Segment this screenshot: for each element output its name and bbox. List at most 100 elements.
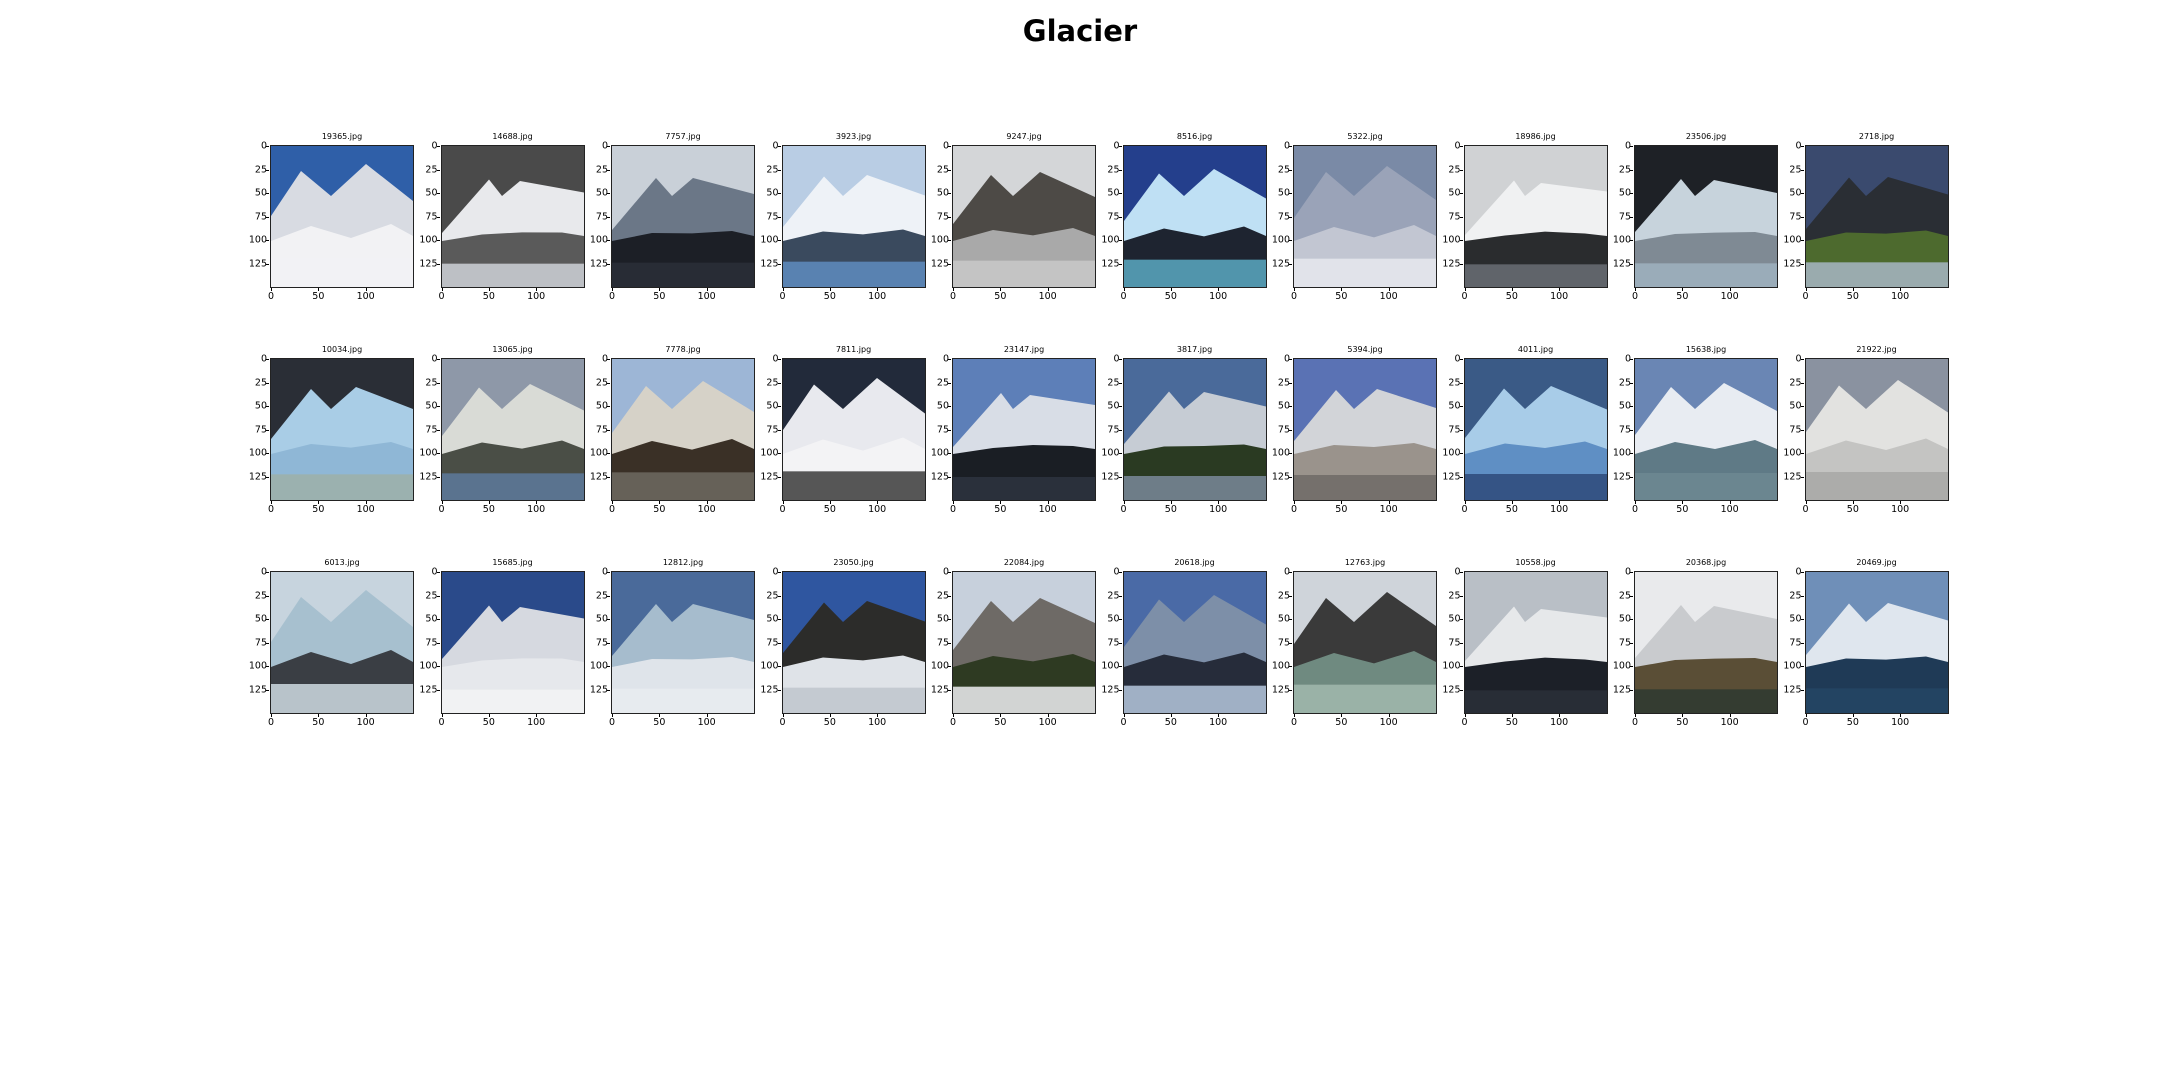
y-tick-mark <box>777 476 781 478</box>
x-tick-label: 0 <box>1802 504 1809 515</box>
panel-image <box>952 145 1096 288</box>
x-tick-label: 0 <box>608 717 616 728</box>
panel-title: 13065.jpg <box>492 345 533 354</box>
x-tick-mark <box>829 501 831 504</box>
y-tick-mark <box>948 666 951 667</box>
thumbnail-foreground <box>612 262 754 287</box>
panel-title: 5394.jpg <box>1347 345 1383 354</box>
y-tick-label: 0 <box>772 566 779 578</box>
x-tick-mark <box>1341 501 1343 504</box>
x-tick-label: 50 <box>312 504 325 515</box>
y-tick-label: 125 <box>1442 258 1461 269</box>
y-tick-label: 0 <box>431 353 438 365</box>
y-tick-mark <box>1630 193 1633 194</box>
y-tick-mark <box>1459 453 1463 454</box>
image-panel: 20368.jpg 0 25 50 75 100 125 0 50 100 <box>1613 558 1778 733</box>
y-tick-label: 50 <box>595 187 608 199</box>
y-tick-label: 75 <box>1107 424 1120 435</box>
y-tick-label: 25 <box>1789 164 1802 175</box>
y-tick-mark <box>607 146 610 147</box>
y-tick-mark <box>1289 382 1292 384</box>
x-tick-mark <box>365 288 367 291</box>
y-tick-label: 125 <box>1783 684 1802 695</box>
y-tick-label: 125 <box>1101 684 1120 695</box>
x-tick-label: 0 <box>1802 291 1809 302</box>
y-tick-label: 100 <box>589 234 608 246</box>
y-tick-mark <box>777 453 781 454</box>
y-tick-label: 25 <box>254 164 267 175</box>
x-tick-label: 100 <box>1038 504 1057 515</box>
x-tick-mark <box>1900 714 1902 717</box>
y-tick-mark <box>948 263 951 265</box>
x-tick-label: 100 <box>868 717 887 728</box>
y-tick-mark <box>1800 240 1804 241</box>
y-tick-label: 25 <box>595 590 608 601</box>
x-tick-label: 100 <box>1550 291 1569 302</box>
image-panel: 12812.jpg 0 25 50 75 100 125 0 50 100 <box>590 558 755 733</box>
y-tick-label: 0 <box>1795 566 1802 578</box>
y-tick-label: 75 <box>936 211 949 222</box>
y-tick-label: 100 <box>930 447 949 459</box>
y-tick-mark <box>1118 429 1122 431</box>
y-tick-label: 0 <box>260 566 267 578</box>
x-tick-mark <box>365 501 367 504</box>
x-tick-mark <box>1294 288 1295 291</box>
panel-title: 22084.jpg <box>1003 558 1045 567</box>
y-tick-mark <box>1289 193 1292 194</box>
y-tick-mark <box>436 263 440 265</box>
y-tick-label: 75 <box>425 637 438 648</box>
panel-image <box>1293 571 1437 714</box>
x-tick-mark <box>536 714 538 717</box>
thumbnail-foreground <box>271 474 413 500</box>
y-tick-mark <box>1118 240 1122 241</box>
y-tick-mark <box>1459 193 1463 194</box>
y-tick-label: 50 <box>1107 400 1120 412</box>
panel-image <box>1463 571 1608 714</box>
y-tick-label: 25 <box>1789 590 1802 601</box>
panel-image <box>611 571 755 714</box>
x-tick-mark <box>1852 714 1854 717</box>
y-tick-label: 100 <box>1783 234 1802 246</box>
x-tick-label: 0 <box>779 717 786 728</box>
y-tick-label: 125 <box>930 684 949 695</box>
y-tick-label: 100 <box>248 447 267 459</box>
y-tick-mark <box>1800 169 1804 171</box>
y-tick-label: 50 <box>1618 187 1631 199</box>
panel-image <box>1804 358 1949 501</box>
y-tick-mark <box>266 263 269 265</box>
thumbnail-foreground <box>1805 472 1948 500</box>
y-tick-label: 0 <box>601 566 608 578</box>
y-tick-label: 25 <box>1107 590 1120 601</box>
x-tick-label: 0 <box>1290 291 1298 302</box>
thumbnail-foreground <box>441 263 584 287</box>
image-panel: 6013.jpg 0 25 50 75 100 125 0 50 100 <box>249 558 414 733</box>
x-tick-label: 0 <box>949 291 957 302</box>
x-tick-mark <box>318 714 320 717</box>
y-tick-mark <box>1118 595 1122 597</box>
y-tick-label: 0 <box>601 353 608 365</box>
panel-title: 20469.jpg <box>1856 558 1897 567</box>
image-panel: 15638.jpg 0 25 50 75 100 125 0 50 100 <box>1613 345 1778 520</box>
y-tick-label: 75 <box>1789 211 1802 222</box>
panel-image <box>270 145 414 288</box>
x-tick-mark <box>488 288 490 291</box>
x-tick-mark <box>1170 501 1172 504</box>
panel-title: 7811.jpg <box>835 345 872 354</box>
y-tick-label: 25 <box>936 590 949 601</box>
x-tick-mark <box>1635 714 1636 717</box>
x-tick-label: 50 <box>1676 291 1689 302</box>
y-tick-label: 125 <box>760 684 779 695</box>
y-tick-label: 50 <box>936 613 949 625</box>
panel-title: 3817.jpg <box>1176 345 1213 354</box>
image-panel: 14688.jpg 0 25 50 75 100 125 0 50 100 <box>419 132 585 307</box>
y-tick-mark <box>1800 146 1804 147</box>
y-tick-label: 100 <box>419 660 438 672</box>
panel-title: 15638.jpg <box>1685 345 1727 354</box>
panel-title: 7757.jpg <box>665 132 701 141</box>
y-tick-mark <box>948 476 951 478</box>
y-tick-label: 125 <box>248 258 267 269</box>
y-tick-label: 125 <box>419 258 438 269</box>
x-tick-mark <box>488 714 490 717</box>
x-tick-mark <box>1294 501 1295 504</box>
x-tick-mark <box>706 501 708 504</box>
